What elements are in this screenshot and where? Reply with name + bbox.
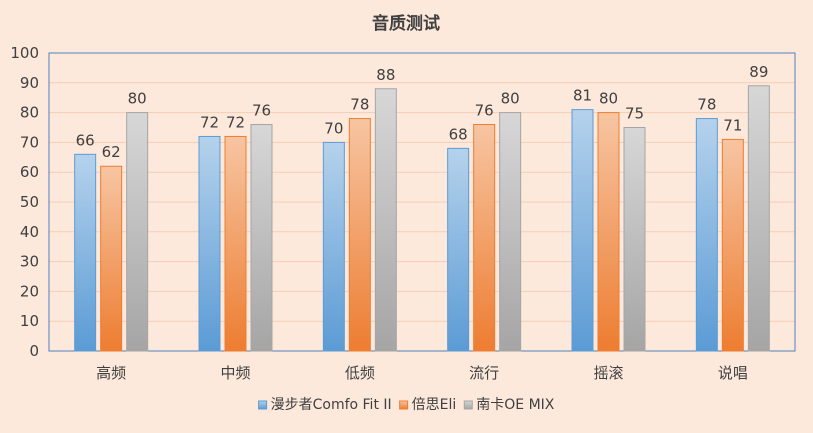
data-label: 88 — [376, 66, 395, 84]
data-label: 62 — [102, 143, 121, 161]
x-category-label: 中频 — [220, 364, 250, 382]
legend-item: 倍思Eli — [399, 397, 457, 413]
data-label: 68 — [449, 125, 468, 143]
y-tick-label: 20 — [20, 282, 39, 300]
legend-swatch — [463, 400, 473, 410]
legend-item: 南卡OE MIX — [463, 397, 555, 413]
bar — [499, 112, 522, 352]
legend-item: 漫步者Comfo Fit II — [258, 397, 392, 413]
bars — [74, 85, 770, 352]
bar — [571, 109, 594, 352]
bar — [224, 135, 247, 352]
bar — [623, 127, 646, 352]
y-tick-label: 30 — [20, 253, 39, 271]
data-label: 76 — [252, 102, 271, 120]
data-label: 89 — [749, 63, 768, 81]
legend: 漫步者Comfo Fit II 倍思Eli 南卡OE MIX — [258, 397, 555, 413]
x-category-label: 低频 — [345, 364, 375, 382]
y-axis-ticks: 0 10 20 30 40 50 60 70 80 90 100 — [10, 44, 39, 360]
bar — [198, 135, 221, 352]
y-tick-label: 0 — [29, 342, 39, 360]
bar — [322, 141, 345, 352]
bar — [250, 124, 273, 352]
bar — [374, 88, 397, 352]
bar — [747, 85, 770, 352]
bar — [473, 124, 496, 352]
bar — [348, 118, 371, 352]
data-label: 80 — [128, 90, 147, 108]
data-label: 78 — [350, 96, 369, 114]
data-labels: 66 62 80 72 72 76 70 78 88 68 76 80 81 80 75 78 71 89 — [76, 63, 769, 161]
bar — [597, 112, 620, 352]
data-label: 78 — [697, 96, 716, 114]
gridlines — [49, 82, 795, 322]
bar — [447, 147, 470, 352]
bar — [126, 112, 149, 352]
data-label: 72 — [226, 113, 245, 131]
data-label: 71 — [723, 116, 742, 134]
legend-swatch — [258, 400, 268, 410]
plot-area-border — [48, 52, 796, 352]
bar — [695, 118, 718, 352]
y-tick-label: 10 — [20, 312, 39, 330]
x-category-label: 流行 — [469, 364, 499, 382]
y-tick-label: 60 — [20, 163, 39, 181]
data-label: 80 — [599, 90, 618, 108]
x-category-label: 说唱 — [718, 364, 748, 382]
legend-label: 南卡OE MIX — [476, 397, 555, 413]
data-label: 80 — [501, 90, 520, 108]
bar — [721, 138, 744, 352]
x-category-label: 高频 — [96, 364, 126, 382]
chart-title: 音质测试 — [372, 13, 440, 34]
y-tick-label: 50 — [20, 193, 39, 211]
x-axis-categories: 高频 中频 低频 流行 摇滚 说唱 — [96, 364, 748, 382]
data-label: 81 — [573, 87, 592, 105]
legend-swatch — [399, 400, 409, 410]
data-label: 75 — [625, 105, 644, 123]
legend-label: 漫步者Comfo Fit II — [271, 397, 392, 413]
data-label: 66 — [76, 131, 95, 149]
y-tick-label: 70 — [20, 133, 39, 151]
y-tick-label: 100 — [10, 44, 39, 62]
legend-label: 倍思Eli — [412, 397, 457, 413]
bar — [100, 165, 123, 352]
data-label: 70 — [324, 119, 343, 137]
y-tick-label: 40 — [20, 223, 39, 241]
y-tick-label: 80 — [20, 104, 39, 122]
data-label: 76 — [475, 102, 494, 120]
bar — [74, 153, 97, 352]
x-category-label: 摇滚 — [593, 364, 623, 382]
data-label: 72 — [200, 113, 219, 131]
y-tick-label: 90 — [20, 74, 39, 92]
